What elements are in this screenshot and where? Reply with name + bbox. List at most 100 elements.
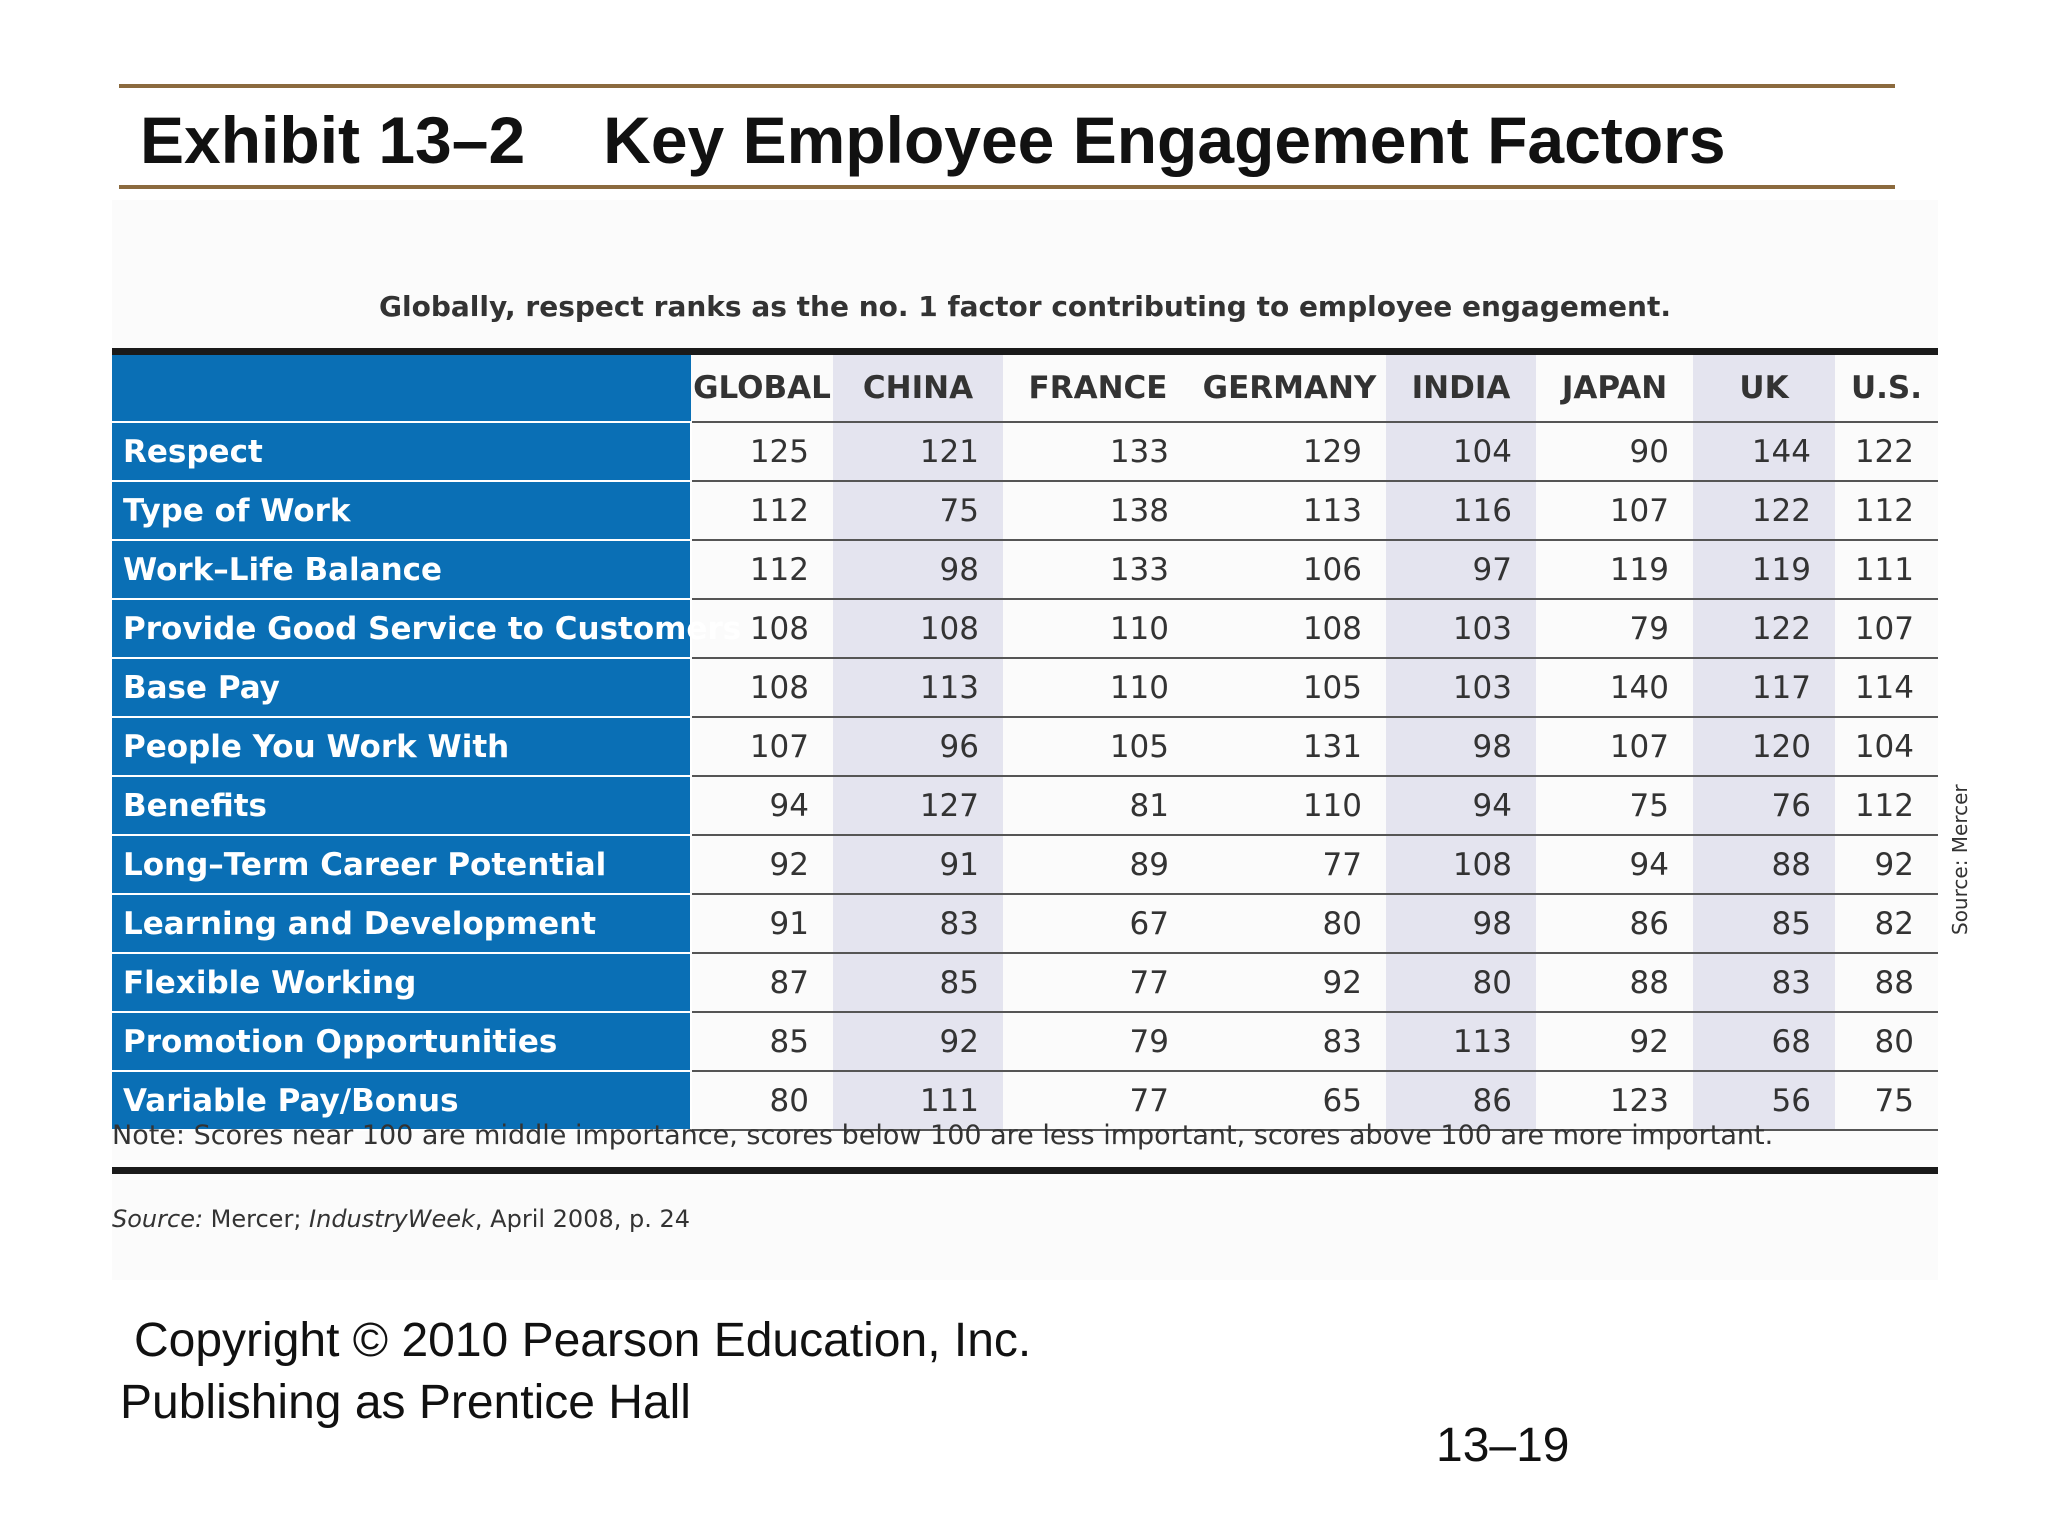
- score-cell: 67: [1003, 894, 1193, 954]
- score-cell: 92: [1835, 835, 1938, 895]
- score-cell: 122: [1693, 599, 1835, 659]
- score-cell: 87: [691, 953, 833, 1013]
- score-cell: 94: [1536, 835, 1693, 895]
- score-cell: 76: [1693, 776, 1835, 836]
- score-cell: 85: [691, 1012, 833, 1072]
- row-label: Provide Good Service to Customers: [112, 599, 741, 659]
- score-cell: 89: [1003, 835, 1193, 895]
- score-cell: 107: [1536, 717, 1693, 777]
- row-label: Respect: [112, 422, 692, 482]
- score-cell: 92: [1193, 953, 1386, 1013]
- row-label: Benefits: [112, 776, 692, 836]
- score-cell: 94: [1386, 776, 1536, 836]
- copyright-line-1: Copyright © 2010 Pearson Education, Inc.: [134, 1314, 1032, 1367]
- score-cell: 108: [1193, 599, 1386, 659]
- slide-title: Exhibit 13–2 Key Employee Engagement Fact…: [140, 100, 1726, 180]
- row-label: Type of Work: [112, 481, 692, 541]
- source-label: Source:: [112, 1205, 204, 1233]
- table-row: Promotion Opportunities 85 92 79 83 113 92 68 80: [112, 1012, 1938, 1072]
- score-cell: 75: [1835, 1071, 1938, 1131]
- source-publication: IndustryWeek: [309, 1205, 475, 1233]
- score-cell: 75: [1536, 776, 1693, 836]
- score-cell: 68: [1693, 1012, 1835, 1072]
- table-top-rule: [112, 348, 1938, 355]
- score-cell: 77: [1003, 1071, 1193, 1131]
- row-label: Variable Pay/Bonus: [112, 1071, 692, 1131]
- score-cell: 91: [833, 835, 1003, 895]
- table-row: Base Pay 108 113 110 105 103 140 117 114: [112, 658, 1938, 718]
- score-cell: 83: [1193, 1012, 1386, 1072]
- score-cell: 129: [1193, 422, 1386, 482]
- score-cell: 111: [833, 1071, 1003, 1131]
- score-cell: 125: [691, 422, 833, 482]
- score-cell: 80: [1386, 953, 1536, 1013]
- score-cell: 114: [1835, 658, 1938, 718]
- row-label: Flexible Working: [112, 953, 692, 1013]
- score-cell: 122: [1693, 481, 1835, 541]
- source-text-2: , April 2008, p. 24: [474, 1205, 691, 1233]
- score-cell: 112: [691, 540, 833, 600]
- score-cell: 88: [1536, 953, 1693, 1013]
- table-body: Respect 125 121 133 129 104 90 144 122 Type of Wo…: [112, 422, 1938, 1131]
- score-cell: 110: [1003, 658, 1193, 718]
- score-cell: 86: [1386, 1071, 1536, 1131]
- score-cell: 98: [833, 540, 1003, 600]
- row-label: Promotion Opportunities: [112, 1012, 692, 1072]
- engagement-table: GLOBAL CHINA FRANCE GERMANY INDIA JAPAN UK U.S.…: [112, 355, 1938, 1131]
- score-cell: 123: [1536, 1071, 1693, 1131]
- score-cell: 133: [1003, 422, 1193, 482]
- vertical-source-credit: Source: Mercer: [1948, 784, 1972, 935]
- score-cell: 103: [1386, 599, 1536, 659]
- score-cell: 92: [1536, 1012, 1693, 1072]
- score-cell: 90: [1536, 422, 1693, 482]
- table-note: Note: Scores near 100 are middle importa…: [112, 1120, 1774, 1151]
- score-cell: 105: [1193, 658, 1386, 718]
- row-label: Base Pay: [112, 658, 692, 718]
- score-cell: 79: [1003, 1012, 1193, 1072]
- score-cell: 98: [1386, 894, 1536, 954]
- table-row: Flexible Working 87 85 77 92 80 88 83 88: [112, 953, 1938, 1013]
- score-cell: 113: [833, 658, 1003, 718]
- copyright-line-2: Publishing as Prentice Hall: [120, 1376, 691, 1429]
- score-cell: 120: [1693, 717, 1835, 777]
- title-rule-top: [119, 84, 1895, 88]
- score-cell: 107: [691, 717, 833, 777]
- row-label: Learning and Development: [112, 894, 692, 954]
- column-header: INDIA: [1386, 355, 1536, 423]
- score-cell: 133: [1003, 540, 1193, 600]
- score-cell: 107: [1536, 481, 1693, 541]
- score-cell: 94: [691, 776, 833, 836]
- table-row: Learning and Development 91 83 67 80 98 86 85 82: [112, 894, 1938, 954]
- row-label: Long–Term Career Potential: [112, 835, 692, 895]
- table-row: Benefits 94 127 81 110 94 75 76 112: [112, 776, 1938, 836]
- exhibit-subtitle: Globally, respect ranks as the no. 1 fac…: [379, 290, 1671, 323]
- score-cell: 110: [1193, 776, 1386, 836]
- column-header: GLOBAL: [691, 355, 833, 423]
- score-cell: 79: [1536, 599, 1693, 659]
- score-cell: 86: [1536, 894, 1693, 954]
- score-cell: 80: [1835, 1012, 1938, 1072]
- score-cell: 108: [833, 599, 1003, 659]
- row-label: People You Work With: [112, 717, 692, 777]
- score-cell: 105: [1003, 717, 1193, 777]
- table-row: Type of Work 112 75 138 113 116 107 122 112: [112, 481, 1938, 541]
- score-cell: 110: [1003, 599, 1193, 659]
- score-cell: 112: [691, 481, 833, 541]
- score-cell: 88: [1835, 953, 1938, 1013]
- score-cell: 108: [691, 658, 833, 718]
- score-cell: 85: [833, 953, 1003, 1013]
- corner-cell: [112, 355, 691, 423]
- score-cell: 80: [691, 1071, 833, 1131]
- score-cell: 113: [1193, 481, 1386, 541]
- column-header: FRANCE: [1003, 355, 1193, 423]
- score-cell: 104: [1386, 422, 1536, 482]
- table-row: Variable Pay/Bonus 80 111 77 65 86 123 56 75: [112, 1071, 1938, 1131]
- score-cell: 127: [833, 776, 1003, 836]
- score-cell: 106: [1193, 540, 1386, 600]
- score-cell: 80: [1193, 894, 1386, 954]
- score-cell: 77: [1003, 953, 1193, 1013]
- score-cell: 112: [1835, 481, 1938, 541]
- score-cell: 65: [1193, 1071, 1386, 1131]
- column-header: GERMANY: [1193, 355, 1386, 423]
- score-cell: 56: [1693, 1071, 1835, 1131]
